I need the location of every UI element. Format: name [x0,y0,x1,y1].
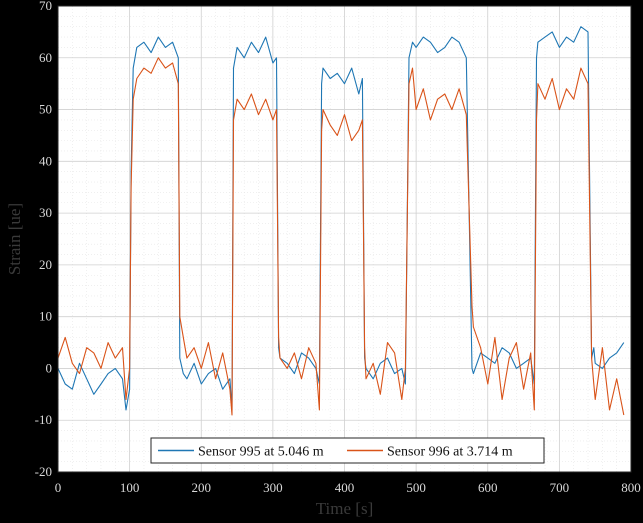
x-tick-label: 800 [621,480,641,495]
x-tick-label: 500 [406,480,426,495]
y-axis-title: Strain [ue] [5,203,24,275]
legend-label-sensor-996: Sensor 996 at 3.714 m [387,445,513,460]
x-tick-label: 100 [120,480,140,495]
y-tick-label: 60 [39,50,52,65]
y-tick-label: 10 [39,309,52,324]
axis-ticks: 0 100 200 300 400 500 600 700 800 -20 -10 0 10 20 30 40… [35,0,641,495]
x-tick-label: 200 [192,480,212,495]
legend: Sensor 995 at 5.046 m Sensor 996 at 3.71… [150,437,545,464]
y-tick-label: 50 [39,102,52,117]
series-line-1 [57,57,625,416]
y-tick-label: 20 [39,257,52,272]
y-tick-label: -20 [35,464,52,479]
y-tick-label: 30 [39,205,52,220]
y-tick-label: 70 [39,0,52,13]
x-tick-label: 400 [335,480,355,495]
y-tick-label: 40 [39,153,52,168]
series-line-0 [57,26,625,411]
x-tick-label: 300 [263,480,283,495]
plot-frame [57,5,632,473]
y-tick-label: -10 [35,412,52,427]
series-layer [57,26,625,416]
x-tick-label: 700 [550,480,570,495]
x-axis-title: Time [s] [316,499,373,518]
x-tick-label: 600 [478,480,498,495]
legend-label-sensor-995: Sensor 995 at 5.046 m [198,445,324,460]
y-tick-label: 0 [46,360,53,375]
x-tick-label: 0 [55,480,62,495]
